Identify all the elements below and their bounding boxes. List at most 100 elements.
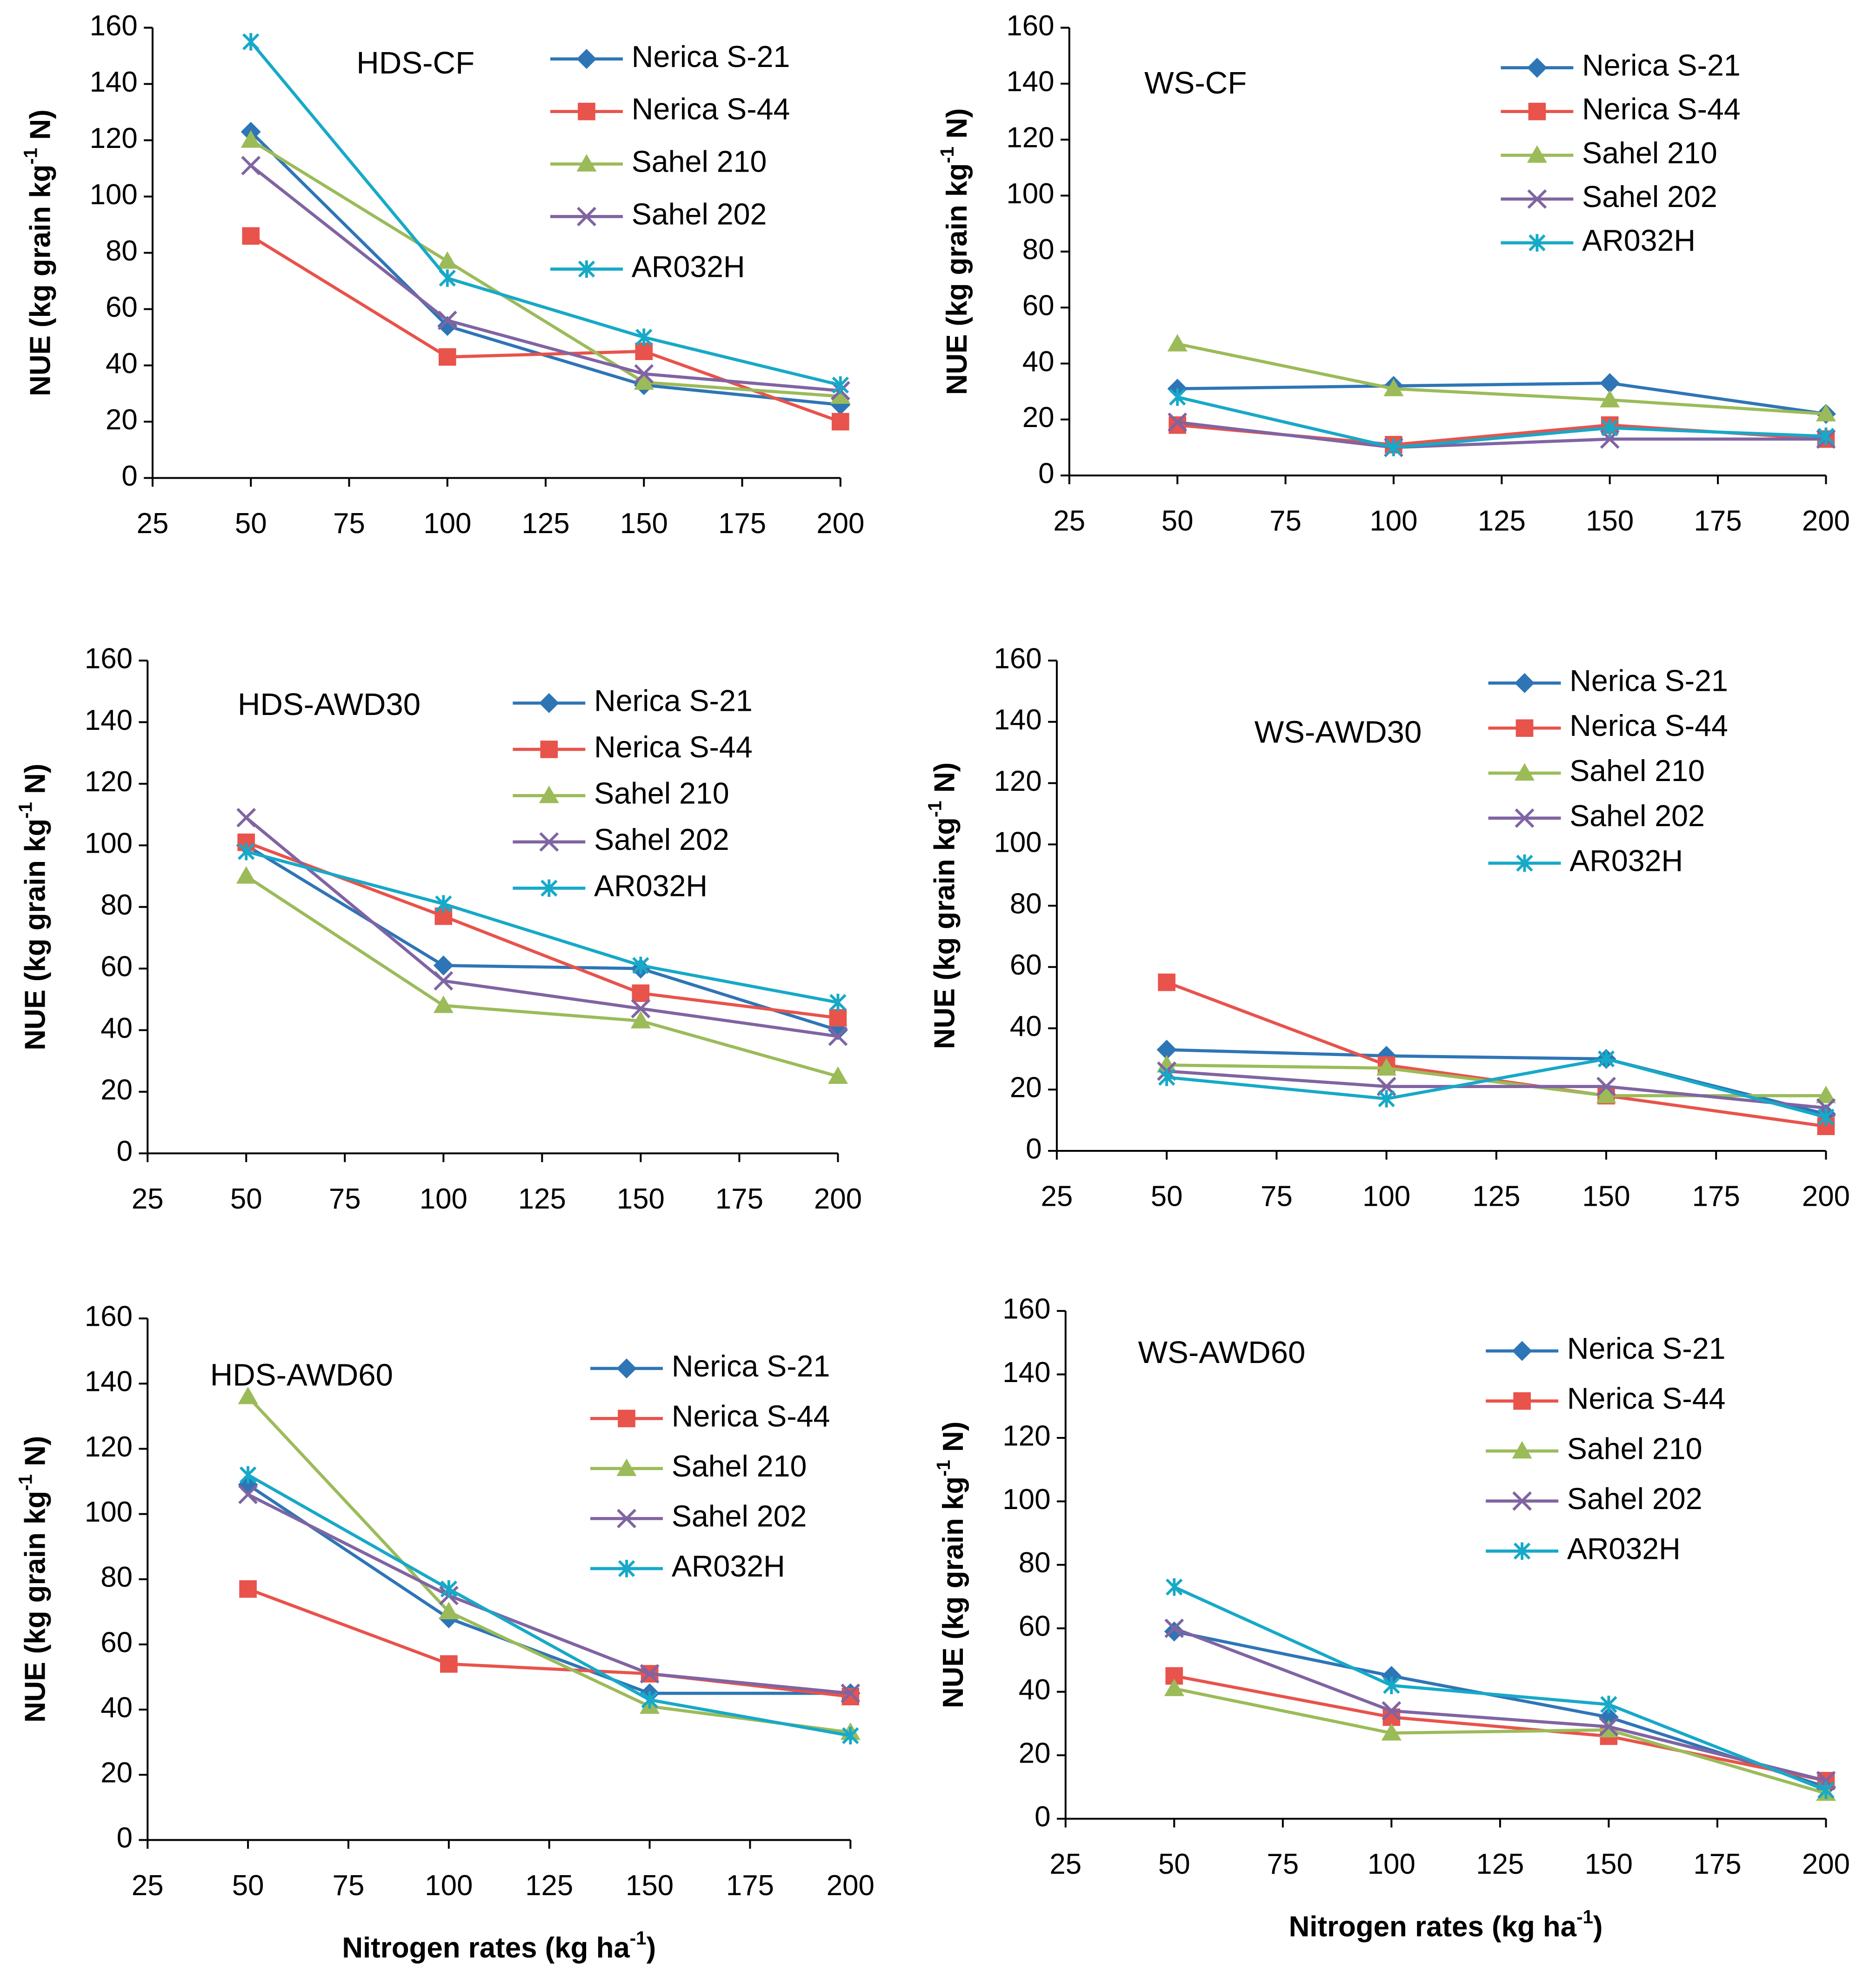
data-point [239, 1580, 257, 1598]
y-tick-label: 120 [994, 765, 1041, 797]
data-point [238, 1386, 258, 1404]
series-line [1166, 1069, 1826, 1110]
series-line [246, 841, 838, 1020]
y-tick-label: 100 [994, 827, 1041, 859]
data-point [828, 1066, 848, 1084]
data-point [632, 984, 650, 1002]
legend-marker [1514, 673, 1535, 693]
y-tick-label: 40 [100, 1012, 133, 1044]
data-point [632, 956, 649, 975]
data-point [1156, 1055, 1177, 1073]
data-point [828, 1026, 848, 1046]
x-tick-label: 75 [1261, 1180, 1293, 1212]
y-tick-label: 0 [1035, 1801, 1050, 1833]
legend-label: Sahel 202 [594, 823, 729, 856]
data-point [829, 1009, 847, 1027]
series-line [1174, 1627, 1827, 1783]
legend-label: Sahel 202 [1569, 799, 1705, 833]
label-part: NUE (kg grain kg [25, 165, 57, 396]
x-tick-label: 125 [1472, 1180, 1520, 1212]
y-tick-label: 160 [90, 10, 138, 42]
legend-label: Nerica S-21 [1582, 49, 1741, 82]
x-tick-label: 125 [521, 508, 569, 540]
legend-label: AR032H [632, 250, 745, 284]
data-point [635, 328, 653, 346]
label-part: ) [1593, 1911, 1603, 1943]
data-point [242, 227, 260, 245]
legend-marker [577, 207, 596, 227]
panel-label: HDS-AWD30 [238, 687, 421, 722]
y-tick-label: 0 [1026, 1133, 1041, 1165]
x-tick-label: 125 [525, 1870, 573, 1902]
y-tick-label: 140 [1002, 1356, 1050, 1389]
data-point [440, 1655, 458, 1673]
x-tick-label: 50 [235, 508, 267, 540]
legend-marker [1513, 1542, 1531, 1560]
legend-marker [1527, 189, 1547, 209]
data-point [842, 1727, 859, 1745]
y-axis-label: NUE (kg grain kg-1 N) [20, 109, 57, 396]
legend-label: Sahel 210 [1582, 136, 1717, 170]
legend-label: AR032H [594, 869, 708, 902]
legend-marker [1515, 808, 1535, 828]
legend-marker [618, 1560, 635, 1577]
y-tick-label: 80 [1019, 1547, 1051, 1579]
x-tick-label: 75 [333, 508, 365, 540]
data-point [1817, 1781, 1835, 1799]
x-tick-label: 175 [726, 1870, 774, 1902]
legend-label: Sahel 202 [632, 198, 767, 231]
x-axis-label: Nitrogen rates (kg ha-1) [342, 1927, 656, 1964]
panel-label: HDS-AWD60 [210, 1357, 393, 1392]
panel: 0 20 40 60 80 100 120 140 160 25 50 75 100 125 150 175 2… [936, 10, 1850, 537]
y-tick-label: 140 [85, 704, 133, 736]
data-point [832, 376, 849, 394]
legend-marker [1527, 58, 1547, 78]
data-point [1158, 1069, 1175, 1086]
x-tick-label: 150 [1585, 1848, 1633, 1880]
y-tick-label: 20 [106, 404, 138, 436]
x-tick-label: 25 [1053, 505, 1085, 537]
y-tick-label: 80 [1022, 234, 1055, 266]
x-tick-label: 50 [1151, 1180, 1183, 1212]
y-tick-label: 60 [1019, 1610, 1051, 1643]
legend-marker [576, 49, 597, 69]
y-tick-label: 0 [121, 460, 137, 492]
panel: 0 20 40 60 80 100 120 140 160 25 50 75 100 125 150 175 2… [14, 1301, 875, 1964]
label-part: -1 [933, 1460, 954, 1476]
data-point [1816, 1085, 1836, 1103]
data-point [1596, 1085, 1616, 1103]
legend-label: Sahel 210 [632, 145, 767, 179]
data-point [238, 1484, 258, 1504]
y-axis-label: NUE (kg grain kg-1 N) [924, 762, 961, 1049]
legend-label: AR032H [1569, 844, 1683, 878]
x-tick-label: 100 [423, 508, 471, 540]
y-tick-label: 20 [100, 1757, 133, 1789]
data-point [1166, 1578, 1183, 1596]
y-tick-label: 120 [1006, 122, 1054, 154]
legend-label: Nerica S-44 [632, 93, 790, 126]
data-point [1164, 1678, 1184, 1697]
y-tick-label: 40 [1019, 1674, 1051, 1706]
legend-label: Nerica S-44 [594, 730, 753, 764]
data-point [1168, 412, 1188, 432]
label-part: N) [20, 1436, 52, 1474]
legend-marker [1512, 1341, 1532, 1361]
legend-marker [618, 1410, 635, 1428]
y-tick-label: 120 [85, 1431, 133, 1463]
label-part: NUE (kg grain kg [937, 1476, 969, 1708]
data-point [437, 310, 457, 330]
y-tick-label: 40 [1010, 1010, 1042, 1042]
label-part: -1 [20, 148, 41, 165]
series-line [245, 844, 839, 1032]
x-tick-label: 75 [333, 1870, 365, 1902]
x-tick-label: 100 [1362, 1180, 1410, 1212]
legend-marker [1513, 1392, 1531, 1410]
x-tick-label: 175 [1692, 1180, 1740, 1212]
data-point [830, 386, 851, 404]
y-tick-label: 140 [90, 66, 138, 98]
label-part: -1 [14, 1474, 36, 1491]
data-point [236, 808, 256, 828]
legend-label: Sahel 202 [1582, 180, 1717, 214]
label-part: N) [20, 763, 52, 802]
y-tick-label: 140 [994, 704, 1041, 736]
